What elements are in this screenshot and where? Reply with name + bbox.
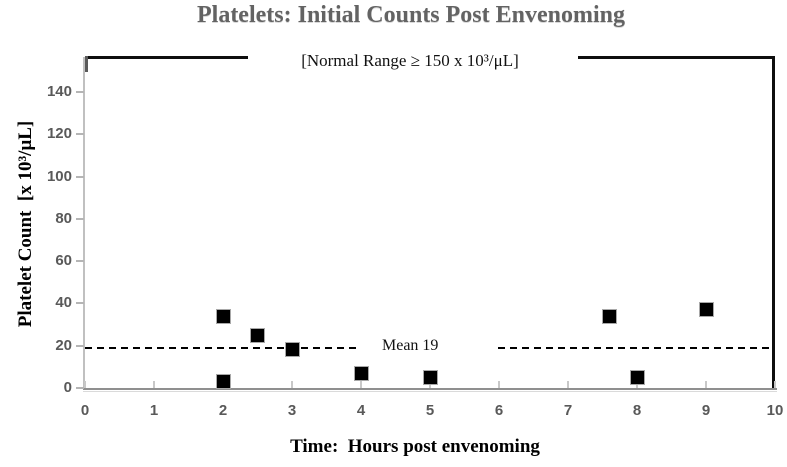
data-point-square: [630, 370, 645, 385]
x-tick-label: 7: [563, 402, 573, 419]
normal-range-label: [Normal Range ≥ 150 x 10³/μL]: [301, 51, 519, 70]
y-tick-label: 60: [55, 252, 72, 270]
x-tick: [567, 381, 569, 388]
normal-range-bracket-left-line: [85, 56, 248, 59]
data-point-square: [250, 328, 265, 343]
x-tick-label: 3: [287, 402, 297, 419]
x-tick: [705, 381, 707, 388]
y-tick: [76, 302, 84, 305]
y-tick: [76, 91, 84, 94]
y-tick: [76, 344, 84, 347]
y-tick-label: 20: [55, 336, 72, 354]
data-point-square: [423, 370, 438, 385]
mean-line-label: Mean 19: [382, 337, 439, 354]
x-tick-label: 5: [425, 402, 435, 419]
x-tick: [498, 381, 500, 388]
normal-range-bracket-right-line: [578, 56, 775, 59]
y-tick-label: 120: [46, 125, 72, 143]
y-tick-label: 80: [55, 209, 72, 227]
x-axis-shadow-line: [83, 391, 777, 392]
y-tick-label: 0: [63, 379, 72, 396]
normal-range-bracket-left-tick: [85, 56, 88, 72]
x-tick-label: 6: [494, 402, 504, 419]
x-axis-title: Time: Hours post envenoming: [290, 436, 540, 457]
x-tick-label: 9: [701, 402, 711, 419]
x-tick-label: 2: [218, 402, 228, 419]
chart-title: Platelets: Initial Counts Post Envenomin…: [196, 2, 625, 28]
x-tick: [84, 381, 86, 388]
x-tick-label: 1: [149, 402, 159, 419]
y-tick-label: 140: [46, 83, 72, 101]
x-axis-line: [83, 388, 777, 390]
data-point-square: [216, 309, 231, 324]
data-point-square: [354, 366, 369, 381]
y-tick: [76, 260, 84, 263]
mean-dash-segment-right: [498, 347, 772, 349]
data-point-square: [699, 302, 714, 317]
x-tick: [360, 381, 362, 388]
data-point-square: [602, 309, 617, 324]
y-tick-label: 40: [55, 294, 72, 312]
x-tick-label: 0: [80, 402, 90, 419]
x-tick-label: 4: [356, 402, 366, 419]
mean-dash-segment-left: [85, 347, 358, 349]
y-axis-title: Platelet Count [x 10³/μL]: [15, 120, 36, 328]
x-tick: [291, 381, 293, 388]
x-tick: [153, 381, 155, 388]
y-tick: [76, 217, 84, 220]
x-tick-label: 8: [632, 402, 642, 419]
y-tick-label: 100: [46, 167, 72, 185]
y-tick: [76, 175, 84, 178]
data-point-square: [216, 374, 231, 389]
y-tick: [76, 133, 84, 136]
y-tick: [76, 387, 84, 389]
y-axis-line: [83, 57, 85, 390]
x-tick-label: 10: [766, 402, 784, 419]
normal-range-bracket-right-border: [772, 56, 775, 390]
data-point-square: [285, 342, 300, 357]
x-tick: [774, 381, 776, 388]
